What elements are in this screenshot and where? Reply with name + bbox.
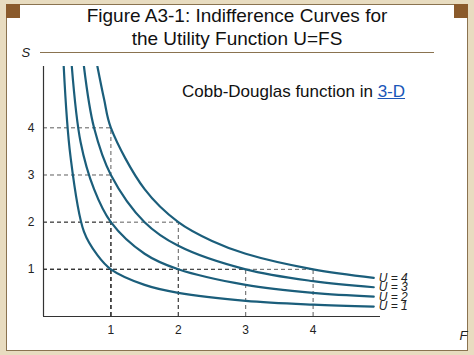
svg-text:2: 2 <box>28 215 35 229</box>
html-text:the Utility Function U=FS: the Utility Function U=FS <box>131 28 343 49</box>
svg-text:3: 3 <box>242 323 249 337</box>
svg-text:U = 3: U = 3 <box>378 280 408 295</box>
svg-text:U = 1: U = 1 <box>378 299 408 314</box>
svg-text:U = 2: U = 2 <box>378 289 408 304</box>
svg-text:3: 3 <box>28 168 35 182</box>
html-text:Figure A3-1: Indifference Curv: Figure A3-1: Indifference Curves for <box>86 5 388 26</box>
svg-text:S: S <box>22 45 31 60</box>
html-text:Cobb-Douglas function in 3-D: Cobb-Douglas function in 3-D <box>182 82 405 101</box>
svg-text:1: 1 <box>28 262 35 276</box>
svg-text:4: 4 <box>310 323 317 337</box>
svg-text:U = 4: U = 4 <box>379 271 408 285</box>
svg-text:F: F <box>460 328 469 343</box>
svg-text:1: 1 <box>108 323 115 337</box>
svg-text:4: 4 <box>28 121 35 135</box>
svg-text:2: 2 <box>175 323 182 337</box>
